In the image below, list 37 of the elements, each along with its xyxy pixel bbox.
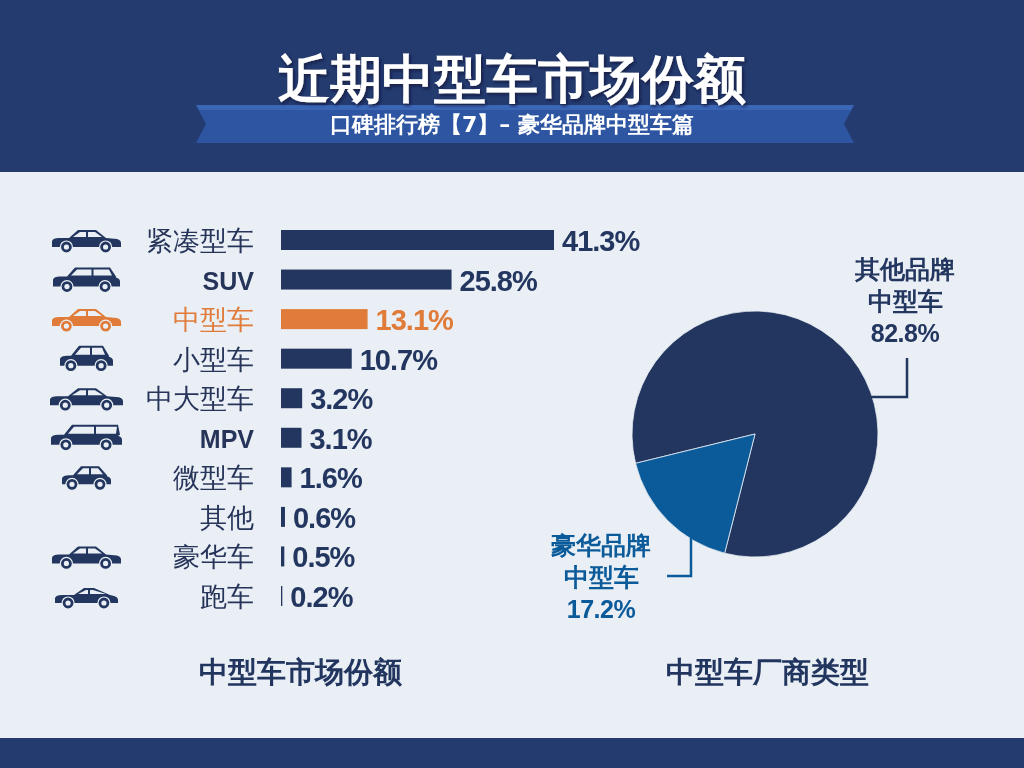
bar xyxy=(281,348,352,369)
text: 中型车市场份额 xyxy=(198,655,403,689)
slice-label: 豪华品牌中型车 xyxy=(551,531,651,592)
y-tick-label: 微型车 xyxy=(173,462,254,494)
bar xyxy=(281,269,452,290)
y-tick-label: 其他 xyxy=(200,501,254,533)
data-label: 3.2% xyxy=(310,383,374,416)
data-label: 41.3% xyxy=(562,225,641,257)
data-label: 17.2% xyxy=(566,595,636,623)
data-label: 25.8% xyxy=(459,264,538,297)
data-label: 13.1% xyxy=(375,304,455,337)
y-tick-label: 小型车 xyxy=(173,343,254,375)
bar xyxy=(281,309,368,330)
bar xyxy=(281,467,292,488)
data-label: 1.6% xyxy=(299,462,363,495)
bar xyxy=(281,427,302,448)
data-label: 3.1% xyxy=(309,422,373,455)
text: 近期中型车市场份额 xyxy=(278,49,746,109)
data-label: 10.7% xyxy=(359,343,439,376)
bar xyxy=(281,506,285,527)
y-tick-label: MPV xyxy=(199,424,255,453)
y-tick-label: 中型车 xyxy=(173,304,254,336)
data-label: 0.2% xyxy=(290,581,354,613)
y-tick-label: 豪华车 xyxy=(173,541,254,573)
text: 中型车厂商类型 xyxy=(665,655,869,689)
y-tick-label: SUV xyxy=(202,266,255,295)
text: 口碑排行榜【7】– 豪华品牌中型车篇 xyxy=(330,112,694,137)
bar xyxy=(281,230,554,250)
bar xyxy=(281,388,303,409)
data-label: 82.8% xyxy=(870,319,940,347)
data-label: 0.5% xyxy=(292,541,356,574)
data-label: 0.6% xyxy=(292,501,357,534)
bar xyxy=(281,546,285,567)
slice-label: 其他品牌中型车 xyxy=(854,255,955,316)
y-tick-label: 紧凑型车 xyxy=(146,225,254,256)
y-tick-label: 中大型车 xyxy=(146,383,254,415)
y-tick-label: 跑车 xyxy=(200,581,254,612)
